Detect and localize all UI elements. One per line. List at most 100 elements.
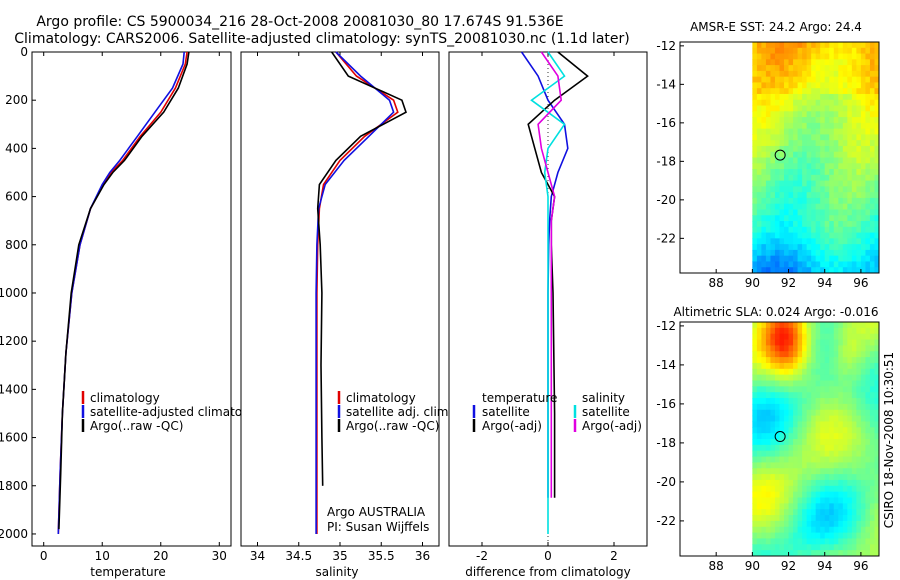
heatmap-cell <box>811 456 817 463</box>
heatmap-cell <box>802 244 808 251</box>
heatmap-cell <box>860 244 867 251</box>
heatmap-cell <box>820 357 826 364</box>
heatmap-cell <box>806 497 812 504</box>
heatmap-cell <box>756 128 763 136</box>
heatmap-cell <box>815 99 821 107</box>
heatmap-cell <box>856 76 862 84</box>
heatmap-cell <box>793 70 799 78</box>
heatmap-cell <box>811 357 817 364</box>
heatmap-cell <box>770 327 776 335</box>
heatmap-cell <box>793 65 799 72</box>
heatmap-cell <box>802 76 808 84</box>
heatmap-cell <box>833 462 839 469</box>
heatmap-cell <box>793 249 799 257</box>
heatmap-cell <box>752 515 758 522</box>
y-tick-label: -12 <box>656 39 676 53</box>
heatmap-cell <box>860 532 867 540</box>
heatmap-cell <box>784 485 790 493</box>
heatmap-cell <box>838 357 844 364</box>
heatmap-cell <box>770 99 776 107</box>
heatmap-cell <box>802 403 808 411</box>
heatmap-cell <box>788 485 794 493</box>
heatmap-cell <box>756 322 763 329</box>
heatmap-cell <box>865 333 871 341</box>
heatmap-cell <box>824 180 830 187</box>
heatmap-cell <box>779 134 785 141</box>
heatmap-cell <box>865 261 871 268</box>
heatmap-cell <box>865 450 871 458</box>
heatmap-cell <box>774 427 781 434</box>
heatmap-cell <box>842 374 848 382</box>
heatmap-cell <box>779 380 785 387</box>
heatmap-cell <box>779 255 785 263</box>
heatmap-cell <box>869 526 876 534</box>
heatmap-cell <box>851 122 857 130</box>
heatmap-cell <box>815 462 821 469</box>
heatmap-cell <box>770 386 776 393</box>
heatmap-cell <box>842 88 848 95</box>
y-tick-label: -20 <box>656 193 676 207</box>
heatmap-cell <box>806 415 812 423</box>
heatmap-cell <box>752 93 758 101</box>
heatmap-cell <box>842 485 848 493</box>
heatmap-cell <box>824 145 830 153</box>
heatmap-cell <box>869 415 876 423</box>
heatmap-cell <box>856 70 862 78</box>
heatmap-cell <box>779 503 785 510</box>
heatmap-cell <box>797 261 803 268</box>
heatmap-cell <box>770 351 776 358</box>
heatmap-cell <box>802 180 808 187</box>
heatmap-cell <box>806 456 812 463</box>
heatmap-cell <box>788 255 794 263</box>
heatmap-cell <box>824 53 830 60</box>
heatmap-cell <box>761 380 767 387</box>
heatmap-cell <box>856 249 862 257</box>
heatmap-cell <box>788 70 794 78</box>
heatmap-cell <box>770 515 776 522</box>
heatmap-cell <box>829 515 835 522</box>
heatmap-cell <box>815 427 821 434</box>
heatmap-cell <box>779 186 785 193</box>
heatmap-cell <box>770 362 776 370</box>
heatmap-cell <box>779 82 785 89</box>
heatmap-cell <box>860 374 867 382</box>
heatmap-cell <box>833 47 839 55</box>
legend-heading-temperature: temperature <box>482 391 557 405</box>
heatmap-cell <box>765 368 772 376</box>
series-line-salinity-satellite <box>530 51 566 534</box>
heatmap-cell <box>874 509 879 516</box>
heatmap-cell <box>865 226 871 234</box>
heatmap-cell <box>784 42 790 49</box>
heatmap-cell <box>815 374 821 382</box>
heatmap-cell <box>824 538 830 545</box>
heatmap-cell <box>824 339 830 346</box>
heatmap-cell <box>797 374 803 382</box>
temperature-legend: climatology satellite-adjusted climatolo… <box>81 391 268 433</box>
heatmap-cell <box>788 380 794 387</box>
heatmap-cell <box>806 479 812 487</box>
heatmap-cell <box>752 368 758 376</box>
heatmap-cell <box>874 145 879 153</box>
heatmap-cell <box>811 157 817 164</box>
heatmap-cell <box>802 174 808 182</box>
heatmap-cell <box>856 134 862 141</box>
heatmap-cell <box>784 491 790 499</box>
heatmap-cell <box>829 99 835 107</box>
heatmap-cell <box>752 544 758 551</box>
heatmap-cell <box>752 53 758 60</box>
heatmap-cell <box>774 82 781 89</box>
heatmap-cell <box>765 456 772 463</box>
heatmap-cell <box>851 526 857 534</box>
heatmap-cell <box>761 415 767 423</box>
heatmap-cell <box>838 76 844 84</box>
heatmap-cell <box>770 145 776 153</box>
heatmap-cell <box>779 53 785 60</box>
heatmap-cell <box>784 82 790 89</box>
heatmap-cell <box>874 444 879 452</box>
heatmap-cell <box>829 209 835 216</box>
heatmap-cell <box>824 515 830 522</box>
heatmap-cell <box>829 485 835 493</box>
heatmap-cell <box>784 215 790 222</box>
heatmap-cell <box>770 151 776 159</box>
